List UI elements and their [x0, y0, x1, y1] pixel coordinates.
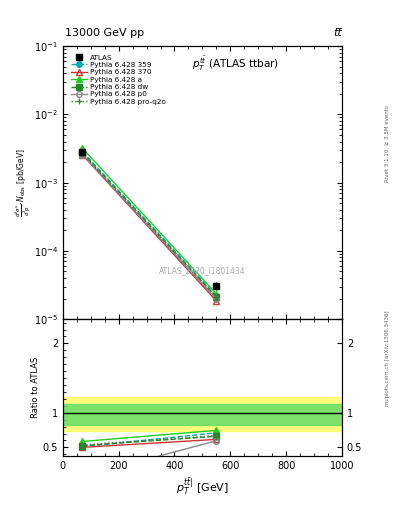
Pythia 6.428 359 — [80, 148, 85, 155]
Legend: ATLAS, Pythia 6.428 359, Pythia 6.428 370, Pythia 6.428 a, Pythia 6.428 dw, Pyth: ATLAS, Pythia 6.428 359, Pythia 6.428 37… — [69, 52, 168, 107]
Pythia 6.428 359 — [214, 293, 219, 299]
Text: tt̅: tt̅ — [333, 28, 342, 38]
Line: Pythia 6.428 a: Pythia 6.428 a — [80, 145, 219, 296]
Y-axis label: $\frac{d^2\!\sigma^u}{d^2\!p}\!\cdot\! N_{\rm obs}$ [pb/GeV]: $\frac{d^2\!\sigma^u}{d^2\!p}\!\cdot\! N… — [14, 148, 33, 217]
Pythia 6.428 a — [80, 145, 85, 151]
Text: ATLAS_2020_I1801434: ATLAS_2020_I1801434 — [159, 266, 246, 275]
Pythia 6.428 pro-q2o — [80, 151, 85, 157]
Pythia 6.428 370 — [80, 152, 85, 158]
Pythia 6.428 p0 — [80, 152, 85, 158]
Pythia 6.428 dw — [214, 294, 219, 301]
Line: Pythia 6.428 370: Pythia 6.428 370 — [80, 152, 219, 304]
Pythia 6.428 dw — [80, 150, 85, 156]
Bar — [63, 404, 342, 425]
Y-axis label: Ratio to ATLAS: Ratio to ATLAS — [31, 357, 40, 418]
Pythia 6.428 370 — [214, 298, 219, 304]
X-axis label: $p^{t\bar{t}|}_{T}$ [GeV]: $p^{t\bar{t}|}_{T}$ [GeV] — [176, 476, 229, 497]
Text: $p_T^{t\bar{t}}$ (ATLAS ttbar): $p_T^{t\bar{t}}$ (ATLAS ttbar) — [192, 54, 279, 73]
Pythia 6.428 p0 — [214, 296, 219, 302]
Line: Pythia 6.428 dw: Pythia 6.428 dw — [80, 150, 219, 300]
Text: Rivet 3.1.10, ≥ 3.5M events: Rivet 3.1.10, ≥ 3.5M events — [385, 105, 390, 182]
Line: Pythia 6.428 pro-q2o: Pythia 6.428 pro-q2o — [80, 151, 219, 300]
Pythia 6.428 pro-q2o — [214, 294, 219, 300]
Text: mcplots.cern.ch [arXiv:1306.3436]: mcplots.cern.ch [arXiv:1306.3436] — [385, 311, 390, 406]
Text: 13000 GeV pp: 13000 GeV pp — [65, 28, 144, 38]
Line: Pythia 6.428 359: Pythia 6.428 359 — [80, 149, 219, 298]
Line: Pythia 6.428 p0: Pythia 6.428 p0 — [80, 152, 219, 302]
Pythia 6.428 a — [214, 291, 219, 297]
Bar — [63, 397, 342, 432]
